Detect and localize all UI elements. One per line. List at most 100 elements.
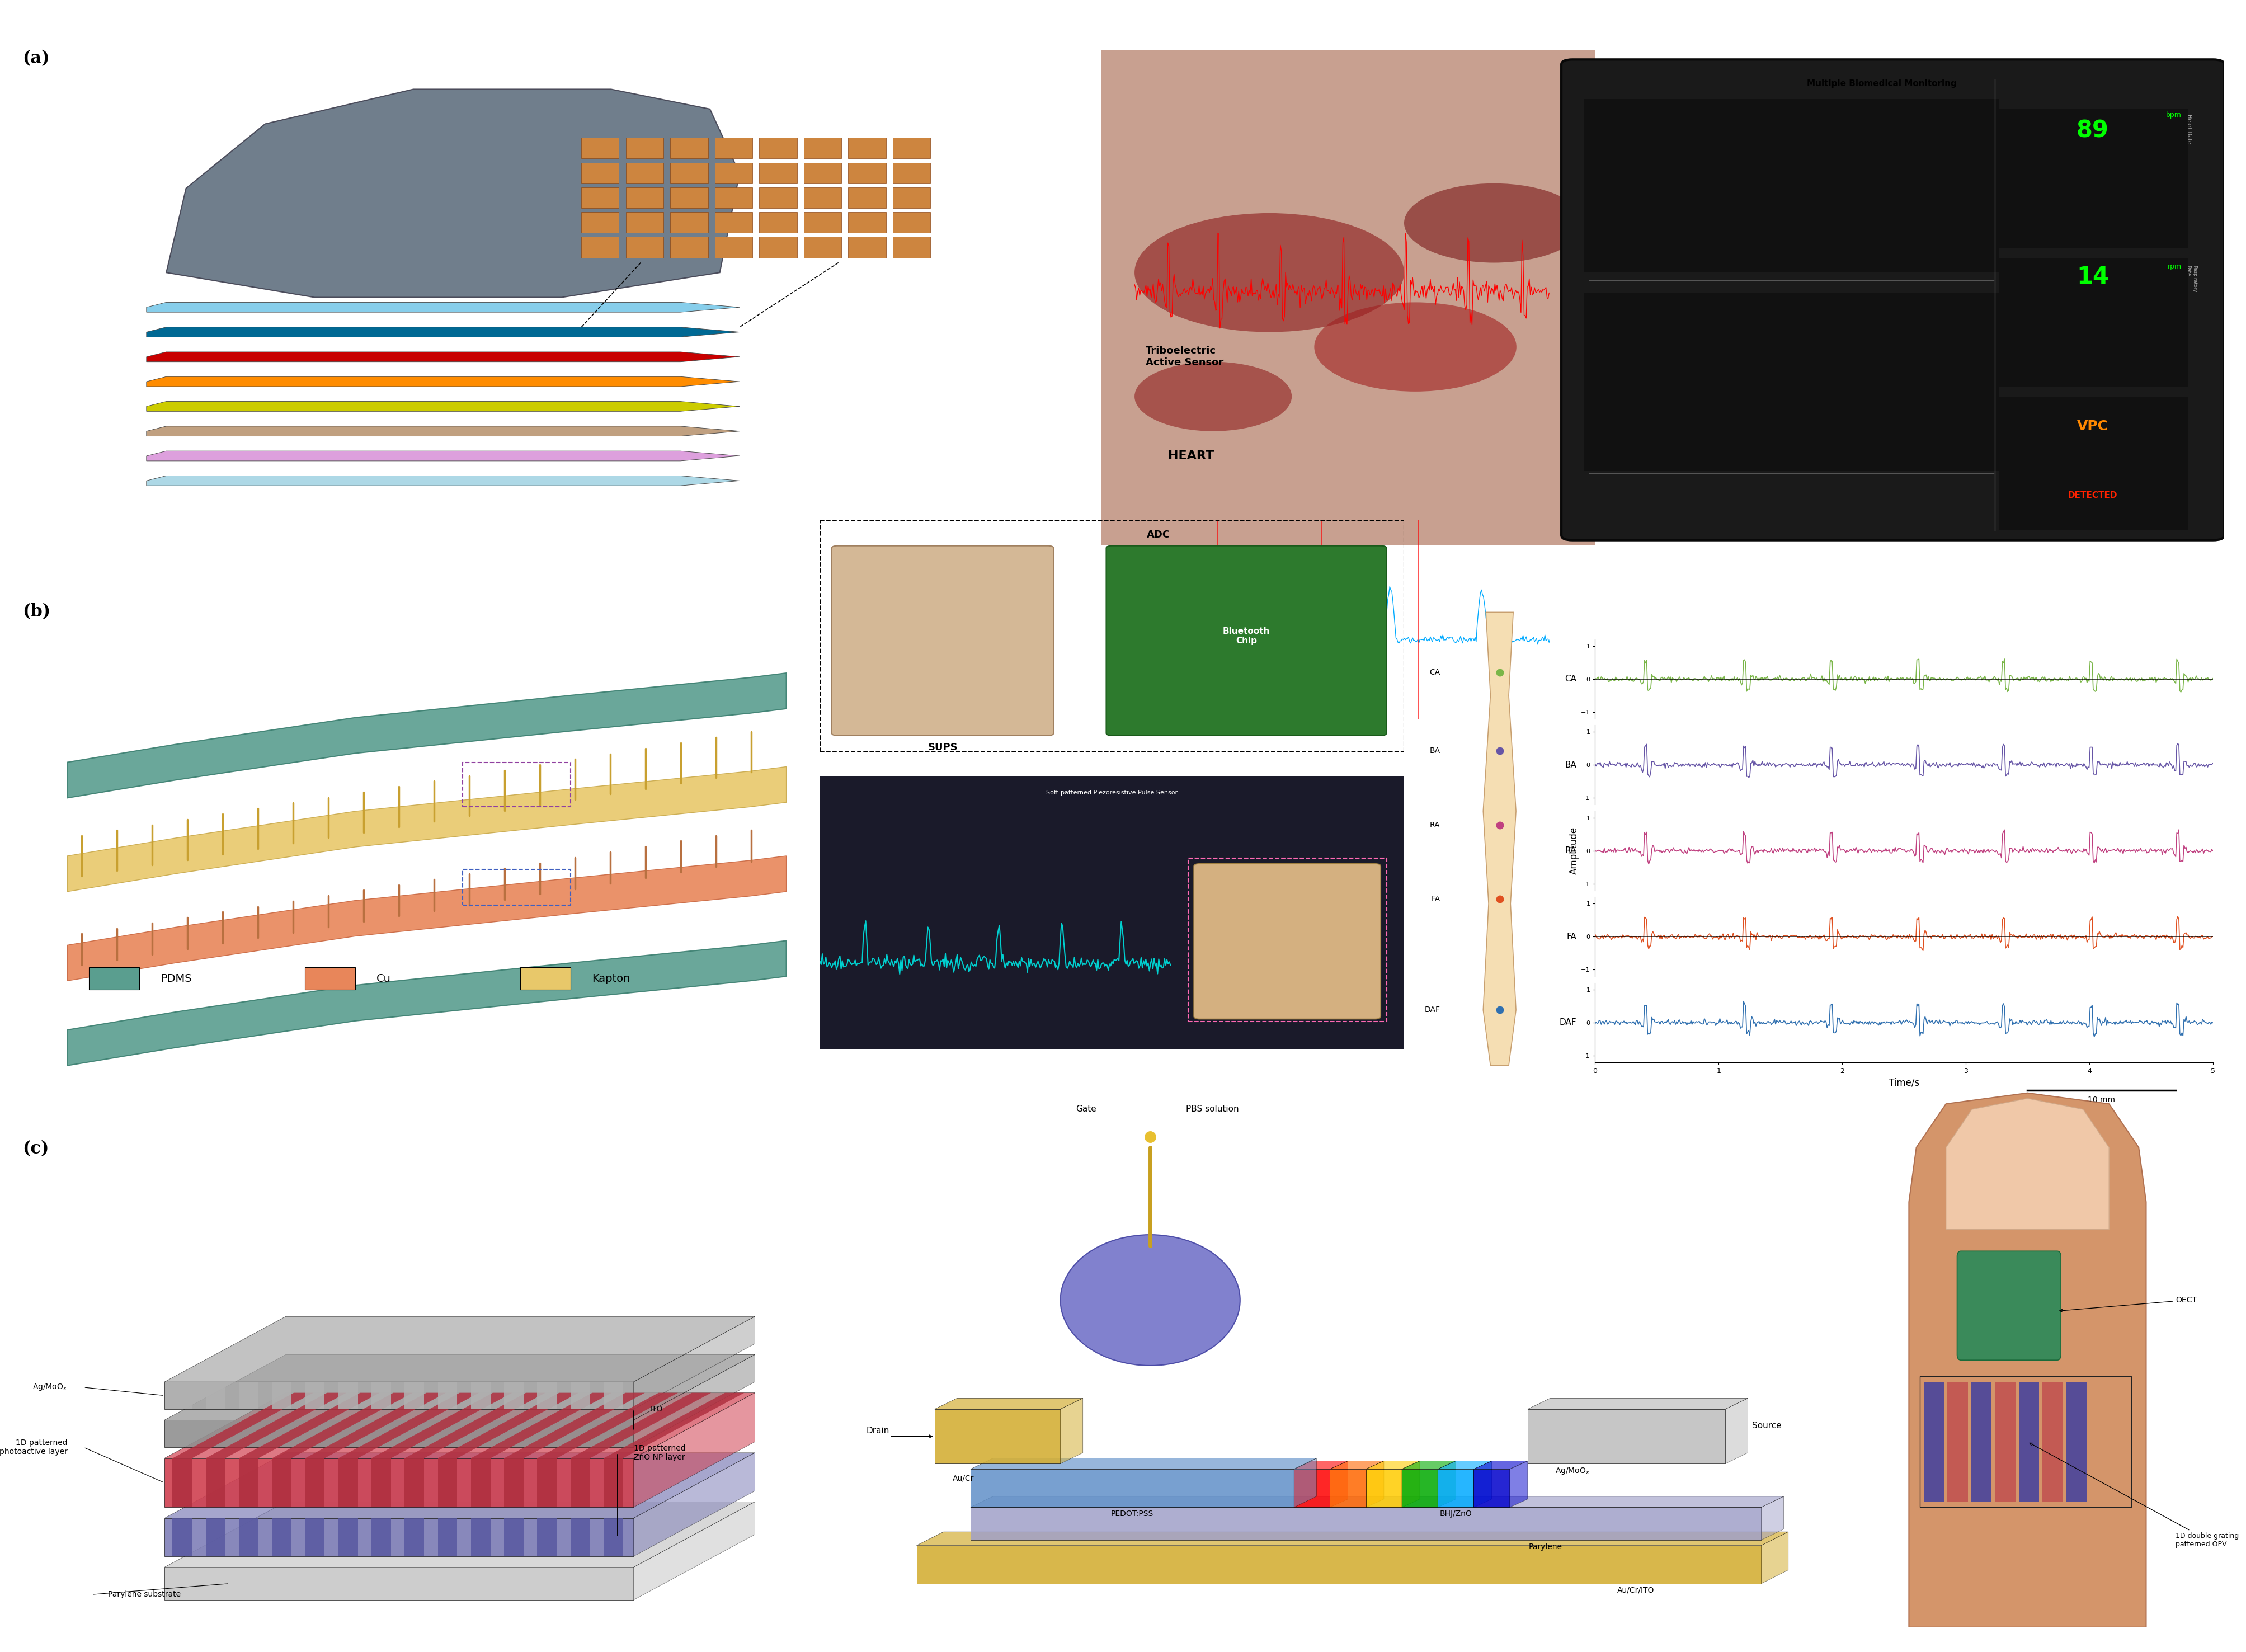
Polygon shape	[503, 1381, 523, 1409]
Y-axis label: Amplitude: Amplitude	[1570, 828, 1579, 874]
Polygon shape	[146, 377, 739, 387]
Polygon shape	[1366, 1460, 1384, 1507]
Polygon shape	[1330, 1460, 1348, 1507]
Bar	[849, 211, 885, 233]
Bar	[892, 137, 930, 159]
Polygon shape	[173, 1381, 191, 1409]
FancyBboxPatch shape	[1105, 545, 1386, 735]
Polygon shape	[1761, 1497, 1783, 1540]
Polygon shape	[173, 1459, 191, 1507]
Text: Source: Source	[1752, 1421, 1781, 1429]
Polygon shape	[305, 1518, 323, 1556]
Polygon shape	[1909, 1094, 2145, 1627]
Polygon shape	[570, 1518, 591, 1556]
Bar	[1947, 1381, 1967, 1502]
Polygon shape	[238, 1518, 258, 1556]
Bar	[892, 187, 930, 208]
Text: Gate: Gate	[1076, 1105, 1096, 1113]
Bar	[759, 137, 797, 159]
Polygon shape	[371, 1518, 391, 1556]
Polygon shape	[207, 1518, 225, 1556]
Bar	[759, 236, 797, 258]
Polygon shape	[970, 1507, 1761, 1540]
Polygon shape	[404, 1381, 424, 1409]
Polygon shape	[1482, 613, 1516, 1066]
Bar	[627, 187, 663, 208]
Polygon shape	[472, 1393, 611, 1459]
Text: HEART: HEART	[1168, 451, 1213, 461]
Polygon shape	[1473, 1469, 1509, 1507]
Polygon shape	[173, 1393, 312, 1459]
Polygon shape	[1725, 1398, 1747, 1464]
Polygon shape	[472, 1381, 490, 1409]
Text: DETECTED: DETECTED	[2066, 491, 2118, 501]
Bar	[1994, 1381, 2015, 1502]
Text: CA: CA	[1428, 669, 1440, 676]
Bar	[582, 236, 620, 258]
Polygon shape	[305, 1459, 323, 1507]
Polygon shape	[164, 1452, 755, 1518]
Polygon shape	[146, 401, 739, 411]
Text: Ag/MoO$_x$: Ag/MoO$_x$	[31, 1383, 67, 1393]
Polygon shape	[173, 1518, 191, 1556]
Text: ADC: ADC	[1148, 530, 1170, 540]
Text: Soft-patterned Piezoresistive Pulse Sensor: Soft-patterned Piezoresistive Pulse Sens…	[1047, 790, 1177, 796]
Bar	[849, 236, 885, 258]
Polygon shape	[238, 1459, 258, 1507]
Bar	[1923, 1381, 1943, 1502]
Polygon shape	[164, 1355, 755, 1421]
Text: BHJ/ZnO: BHJ/ZnO	[1440, 1510, 1471, 1518]
Polygon shape	[166, 89, 739, 297]
Text: DAF: DAF	[1424, 1006, 1440, 1014]
Polygon shape	[570, 1393, 712, 1459]
Polygon shape	[1402, 1460, 1455, 1469]
Polygon shape	[1294, 1460, 1348, 1469]
Polygon shape	[934, 1409, 1060, 1464]
Bar	[849, 162, 885, 183]
Polygon shape	[633, 1355, 755, 1447]
Bar	[669, 162, 707, 183]
Polygon shape	[305, 1381, 323, 1409]
Polygon shape	[472, 1518, 490, 1556]
Circle shape	[1134, 362, 1291, 431]
Polygon shape	[207, 1381, 225, 1409]
FancyBboxPatch shape	[1999, 396, 2188, 530]
Text: PBS solution: PBS solution	[1186, 1105, 1240, 1113]
Text: Au/Cr: Au/Cr	[952, 1475, 975, 1482]
Bar	[804, 211, 842, 233]
Polygon shape	[438, 1459, 458, 1507]
Polygon shape	[272, 1393, 413, 1459]
Bar	[669, 137, 707, 159]
Polygon shape	[916, 1546, 1761, 1584]
Polygon shape	[272, 1381, 292, 1409]
Polygon shape	[146, 352, 739, 362]
Polygon shape	[146, 451, 739, 461]
FancyBboxPatch shape	[1583, 99, 1999, 273]
Polygon shape	[537, 1393, 678, 1459]
Text: (b): (b)	[22, 603, 49, 620]
Polygon shape	[1060, 1398, 1083, 1464]
Polygon shape	[67, 940, 786, 1066]
Polygon shape	[164, 1459, 633, 1507]
Polygon shape	[67, 672, 786, 798]
Polygon shape	[604, 1518, 622, 1556]
Text: Respiratory
Rate: Respiratory Rate	[2185, 266, 2197, 292]
Polygon shape	[970, 1469, 1294, 1507]
Text: RA: RA	[1428, 821, 1440, 829]
Text: SUPS: SUPS	[928, 742, 957, 752]
Text: (a): (a)	[22, 50, 49, 66]
Bar	[669, 211, 707, 233]
Polygon shape	[1366, 1460, 1419, 1469]
Bar	[849, 137, 885, 159]
Bar	[305, 968, 355, 990]
Polygon shape	[339, 1459, 357, 1507]
Polygon shape	[970, 1459, 1316, 1469]
Text: 14: 14	[2075, 266, 2109, 289]
Text: Kapton: Kapton	[593, 973, 631, 985]
FancyBboxPatch shape	[1561, 59, 2224, 540]
Polygon shape	[146, 302, 739, 312]
Polygon shape	[633, 1393, 755, 1507]
Bar	[1970, 1381, 1990, 1502]
Polygon shape	[164, 1518, 633, 1556]
Polygon shape	[604, 1393, 743, 1459]
